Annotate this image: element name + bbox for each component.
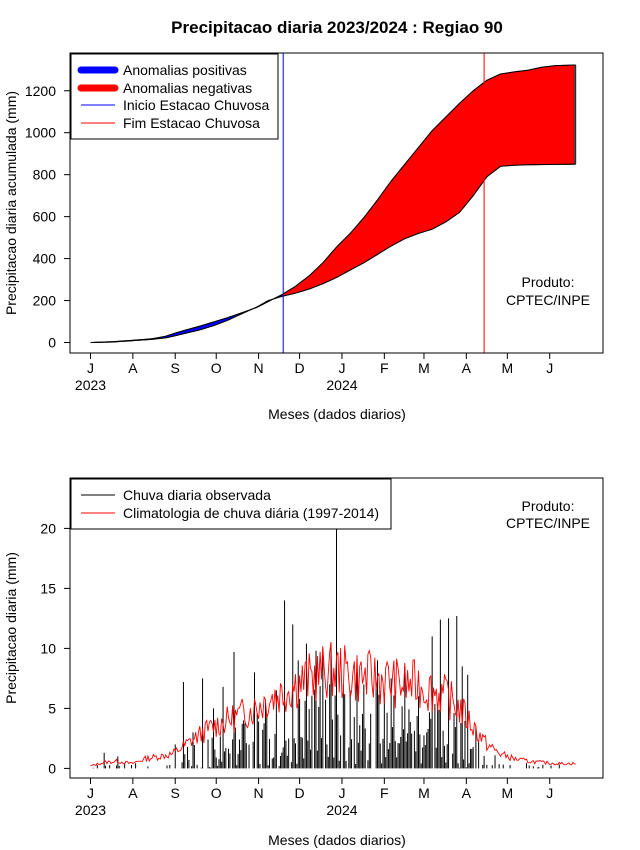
legend-label-positive: Anomalias positivas: [123, 62, 247, 78]
accumulated-xtick-label-9: A: [462, 360, 472, 376]
daily-xtick-label-4: N: [254, 785, 264, 801]
daily-year-label-0: 2023: [75, 802, 106, 818]
daily-xtick-label-11: J: [546, 785, 553, 801]
daily-legend-box: [70, 478, 392, 530]
accumulated-x-axis-label: Meses (dados diarios): [268, 406, 406, 422]
daily-plot-area: [90, 528, 576, 769]
accumulated-xtick-label-1: A: [128, 360, 138, 376]
daily-ytick-label-3: 15: [40, 580, 56, 596]
accumulated-xtick-label-6: J: [338, 360, 345, 376]
accumulated-plot-frame: [69, 52, 604, 354]
accumulated-year-label-1: 2024: [326, 377, 357, 393]
accumulated-ytick-label-2: 400: [33, 251, 57, 267]
daily-xtick-label-6: J: [338, 785, 345, 801]
daily-year-label-1: 2024: [326, 802, 357, 818]
legend-label-climatology: Climatologia de chuva diária (1997-2014): [123, 505, 379, 521]
legend-label-start: Inicio Estacao Chuvosa: [123, 97, 270, 113]
accumulated-ytick-label-6: 1200: [25, 83, 56, 99]
daily-ytick-label-1: 5: [48, 700, 56, 716]
daily-xtick-label-7: F: [380, 785, 389, 801]
daily-ytick-label-0: 0: [48, 760, 56, 776]
accumulated-y-axis: 0 200 400 600 800 1000 1200: [25, 83, 70, 351]
accumulated-ytick-label-1: 200: [33, 293, 57, 309]
daily-xtick-label-1: A: [128, 785, 138, 801]
accumulated-xtick-label-0: J: [87, 360, 94, 376]
accumulated-year-label-0: 2023: [75, 377, 106, 393]
daily-plot-frame: [69, 477, 604, 779]
daily-y-axis: 0 5 10 15 20: [40, 520, 70, 776]
accumulated-ytick-label-0: 0: [48, 335, 56, 351]
daily-xtick-label-10: M: [501, 785, 513, 801]
product-note-line2: CPTEC/INPE: [506, 292, 590, 308]
accumulated-ytick-label-4: 800: [33, 167, 57, 183]
daily-xtick-label-3: O: [211, 785, 222, 801]
daily-ytick-label-4: 20: [40, 520, 56, 536]
accumulated-xtick-label-7: F: [380, 360, 389, 376]
chart-title: Precipitacao diaria 2023/2024 : Regiao 9…: [171, 18, 503, 37]
accumulated-xtick-label-8: M: [418, 360, 430, 376]
accumulated-ytick-label-5: 1000: [25, 125, 56, 141]
daily-xtick-label-2: S: [171, 785, 180, 801]
observed-accum-line: [90, 64, 576, 343]
climatology-daily-line: [90, 642, 576, 767]
accumulated-ytick-label-3: 600: [33, 209, 57, 225]
climatology-accum-line: [90, 163, 576, 343]
daily-xtick-label-0: J: [87, 785, 94, 801]
daily-product-note-line1: Produto:: [522, 498, 575, 514]
accumulated-legend: Anomalias positivas Anomalias negativas …: [70, 53, 279, 140]
daily-xtick-label-8: M: [418, 785, 430, 801]
positive-anomaly-area: [90, 294, 283, 343]
daily-ytick-label-2: 10: [40, 640, 56, 656]
daily-xtick-label-5: D: [295, 785, 305, 801]
accumulated-xtick-label-11: J: [546, 360, 553, 376]
daily-y-axis-label: Precipitacao diaria (mm): [3, 552, 19, 704]
legend-label-observed: Chuva diaria observada: [123, 487, 271, 503]
daily-xtick-label-9: A: [462, 785, 472, 801]
accumulated-y-axis-label: Precipitacao diaria acumulada (mm): [3, 91, 19, 315]
legend-label-negative: Anomalias negativas: [123, 80, 252, 96]
accumulated-xtick-label-2: S: [171, 360, 180, 376]
accumulated-xtick-label-10: M: [501, 360, 513, 376]
observed-daily-bars: [92, 528, 560, 769]
daily-product-note-line2: CPTEC/INPE: [506, 515, 590, 531]
accumulated-xtick-label-5: D: [295, 360, 305, 376]
accumulated-plot-area: [90, 53, 577, 353]
legend-label-end: Fim Estacao Chuvosa: [123, 115, 260, 131]
daily-x-axis-label: Meses (dados diarios): [268, 832, 406, 848]
negative-anomaly-area: [281, 64, 575, 297]
accumulated-xtick-label-3: O: [211, 360, 222, 376]
product-note-line1: Produto:: [522, 274, 575, 290]
daily-legend: Chuva diaria observada Climatologia de c…: [70, 478, 392, 530]
accumulated-xtick-label-4: N: [254, 360, 264, 376]
